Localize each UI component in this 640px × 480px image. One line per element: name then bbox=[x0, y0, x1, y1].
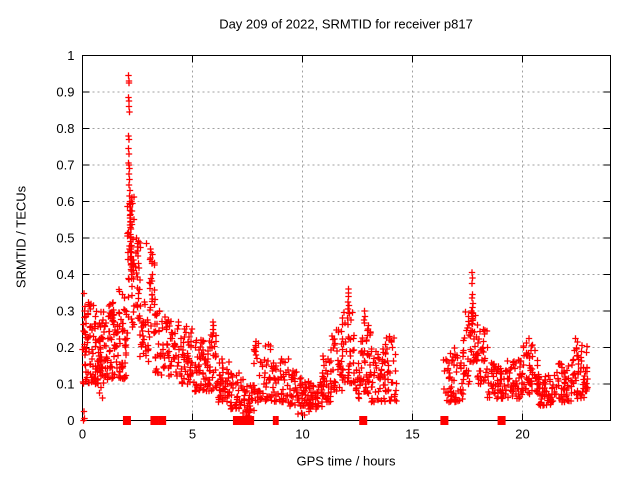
x-tick-labels: 0 5 10 15 20 bbox=[79, 427, 530, 442]
svg-text:0.1: 0.1 bbox=[56, 377, 74, 392]
svg-text:5: 5 bbox=[189, 427, 196, 442]
scatter-series-srmtid bbox=[79, 72, 591, 424]
y-axis-label: SRMTID / TECUs bbox=[13, 185, 29, 289]
svg-text:15: 15 bbox=[405, 427, 419, 442]
svg-text:0.6: 0.6 bbox=[56, 194, 74, 209]
y-tick-labels: 0 0.1 0.2 0.3 0.4 0.5 0.6 0.7 0.8 0.9 1 bbox=[56, 48, 74, 428]
svg-text:1: 1 bbox=[67, 48, 74, 63]
scatter-points bbox=[79, 72, 591, 424]
svg-text:0.3: 0.3 bbox=[56, 304, 74, 319]
svg-text:0.4: 0.4 bbox=[56, 267, 74, 282]
svg-text:20: 20 bbox=[515, 427, 529, 442]
baseline-markers bbox=[122, 416, 506, 425]
svg-text:0.9: 0.9 bbox=[56, 85, 74, 100]
svg-text:0.2: 0.2 bbox=[56, 340, 74, 355]
svg-text:0.5: 0.5 bbox=[56, 231, 74, 246]
svg-text:0: 0 bbox=[79, 427, 86, 442]
chart-title: Day 209 of 2022, SRMTID for receiver p81… bbox=[219, 16, 473, 32]
svg-text:0.7: 0.7 bbox=[56, 158, 74, 173]
x-axis-label: GPS time / hours bbox=[296, 453, 396, 469]
svg-text:0.8: 0.8 bbox=[56, 121, 74, 136]
svg-text:10: 10 bbox=[295, 427, 309, 442]
svg-text:0: 0 bbox=[67, 413, 74, 428]
axis-ticks bbox=[82, 55, 611, 421]
